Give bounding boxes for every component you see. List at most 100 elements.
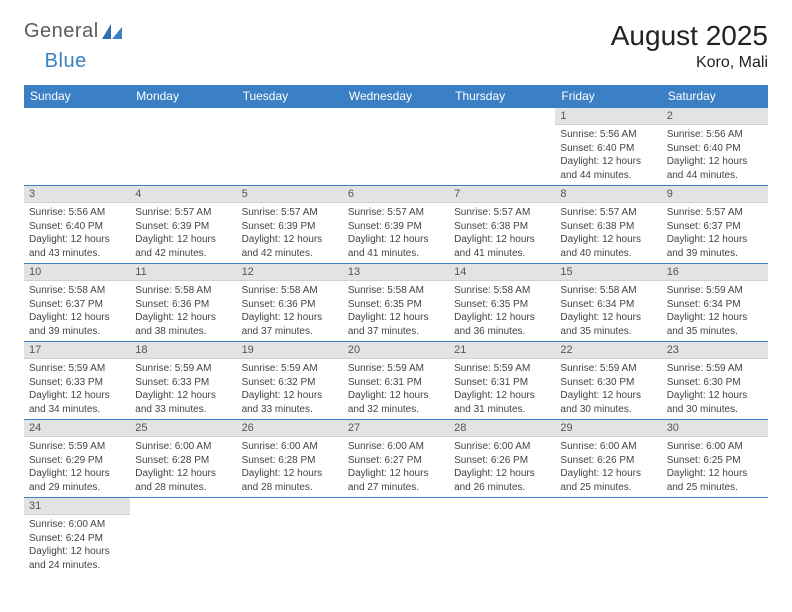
day-number: 18 <box>130 342 236 359</box>
weekday-header: Friday <box>555 85 661 108</box>
daylight-text-1: Daylight: 12 hours <box>454 467 550 481</box>
sunrise-text: Sunrise: 5:59 AM <box>29 362 125 376</box>
day-details: Sunrise: 5:59 AMSunset: 6:30 PMDaylight:… <box>555 359 661 419</box>
daylight-text-2: and 25 minutes. <box>667 481 763 495</box>
calendar-cell <box>343 498 449 576</box>
daylight-text-2: and 26 minutes. <box>454 481 550 495</box>
daylight-text-1: Daylight: 12 hours <box>135 389 231 403</box>
sunrise-text: Sunrise: 6:00 AM <box>242 440 338 454</box>
daylight-text-2: and 31 minutes. <box>454 403 550 417</box>
sunrise-text: Sunrise: 5:58 AM <box>135 284 231 298</box>
weekday-header: Wednesday <box>343 85 449 108</box>
day-details: Sunrise: 5:59 AMSunset: 6:33 PMDaylight:… <box>130 359 236 419</box>
sunset-text: Sunset: 6:30 PM <box>560 376 656 390</box>
calendar-cell <box>449 108 555 186</box>
sunset-text: Sunset: 6:39 PM <box>348 220 444 234</box>
day-number: 12 <box>237 264 343 281</box>
sunset-text: Sunset: 6:33 PM <box>135 376 231 390</box>
sunset-text: Sunset: 6:39 PM <box>242 220 338 234</box>
daylight-text-1: Daylight: 12 hours <box>242 389 338 403</box>
location: Koro, Mali <box>611 54 768 72</box>
calendar-week-row: 10Sunrise: 5:58 AMSunset: 6:37 PMDayligh… <box>24 264 768 342</box>
day-number: 6 <box>343 186 449 203</box>
weekday-header: Sunday <box>24 85 130 108</box>
daylight-text-1: Daylight: 12 hours <box>667 155 763 169</box>
daylight-text-1: Daylight: 12 hours <box>135 233 231 247</box>
calendar-week-row: 3Sunrise: 5:56 AMSunset: 6:40 PMDaylight… <box>24 186 768 264</box>
daylight-text-1: Daylight: 12 hours <box>348 467 444 481</box>
daylight-text-2: and 32 minutes. <box>348 403 444 417</box>
sunset-text: Sunset: 6:33 PM <box>29 376 125 390</box>
day-details: Sunrise: 5:57 AMSunset: 6:39 PMDaylight:… <box>343 203 449 263</box>
day-details: Sunrise: 5:56 AMSunset: 6:40 PMDaylight:… <box>24 203 130 263</box>
calendar-cell: 9Sunrise: 5:57 AMSunset: 6:37 PMDaylight… <box>662 186 768 264</box>
day-details: Sunrise: 5:59 AMSunset: 6:32 PMDaylight:… <box>237 359 343 419</box>
weekday-header: Monday <box>130 85 236 108</box>
daylight-text-2: and 28 minutes. <box>135 481 231 495</box>
calendar-cell: 22Sunrise: 5:59 AMSunset: 6:30 PMDayligh… <box>555 342 661 420</box>
daylight-text-1: Daylight: 12 hours <box>29 389 125 403</box>
daylight-text-2: and 30 minutes. <box>667 403 763 417</box>
calendar-cell: 18Sunrise: 5:59 AMSunset: 6:33 PMDayligh… <box>130 342 236 420</box>
calendar-cell <box>555 498 661 576</box>
day-details: Sunrise: 6:00 AMSunset: 6:25 PMDaylight:… <box>662 437 768 497</box>
day-details: Sunrise: 5:59 AMSunset: 6:31 PMDaylight:… <box>449 359 555 419</box>
sunrise-text: Sunrise: 5:59 AM <box>667 284 763 298</box>
calendar-table: Sunday Monday Tuesday Wednesday Thursday… <box>24 85 768 576</box>
day-details: Sunrise: 6:00 AMSunset: 6:28 PMDaylight:… <box>237 437 343 497</box>
calendar-cell <box>343 108 449 186</box>
calendar-cell: 26Sunrise: 6:00 AMSunset: 6:28 PMDayligh… <box>237 420 343 498</box>
sunrise-text: Sunrise: 5:57 AM <box>454 206 550 220</box>
daylight-text-1: Daylight: 12 hours <box>454 311 550 325</box>
daylight-text-1: Daylight: 12 hours <box>29 233 125 247</box>
day-number: 8 <box>555 186 661 203</box>
calendar-week-row: 31Sunrise: 6:00 AMSunset: 6:24 PMDayligh… <box>24 498 768 576</box>
daylight-text-2: and 44 minutes. <box>560 169 656 183</box>
calendar-cell: 15Sunrise: 5:58 AMSunset: 6:34 PMDayligh… <box>555 264 661 342</box>
day-details: Sunrise: 5:58 AMSunset: 6:34 PMDaylight:… <box>555 281 661 341</box>
sunrise-text: Sunrise: 6:00 AM <box>348 440 444 454</box>
daylight-text-2: and 39 minutes. <box>667 247 763 261</box>
daylight-text-1: Daylight: 12 hours <box>242 467 338 481</box>
day-details: Sunrise: 5:57 AMSunset: 6:37 PMDaylight:… <box>662 203 768 263</box>
daylight-text-1: Daylight: 12 hours <box>454 233 550 247</box>
day-details: Sunrise: 6:00 AMSunset: 6:28 PMDaylight:… <box>130 437 236 497</box>
calendar-cell: 1Sunrise: 5:56 AMSunset: 6:40 PMDaylight… <box>555 108 661 186</box>
day-details: Sunrise: 5:58 AMSunset: 6:36 PMDaylight:… <box>130 281 236 341</box>
day-number: 25 <box>130 420 236 437</box>
sunset-text: Sunset: 6:34 PM <box>560 298 656 312</box>
calendar-cell: 14Sunrise: 5:58 AMSunset: 6:35 PMDayligh… <box>449 264 555 342</box>
sunset-text: Sunset: 6:28 PM <box>135 454 231 468</box>
day-number: 5 <box>237 186 343 203</box>
sunrise-text: Sunrise: 5:58 AM <box>560 284 656 298</box>
sunrise-text: Sunrise: 5:59 AM <box>454 362 550 376</box>
calendar-cell: 29Sunrise: 6:00 AMSunset: 6:26 PMDayligh… <box>555 420 661 498</box>
daylight-text-1: Daylight: 12 hours <box>242 233 338 247</box>
sunset-text: Sunset: 6:37 PM <box>667 220 763 234</box>
day-details: Sunrise: 5:59 AMSunset: 6:34 PMDaylight:… <box>662 281 768 341</box>
day-number: 2 <box>662 108 768 125</box>
sunset-text: Sunset: 6:31 PM <box>348 376 444 390</box>
sunrise-text: Sunrise: 6:00 AM <box>135 440 231 454</box>
weekday-header: Thursday <box>449 85 555 108</box>
daylight-text-2: and 33 minutes. <box>242 403 338 417</box>
logo-text-blue: Blue <box>45 50 87 73</box>
daylight-text-2: and 30 minutes. <box>560 403 656 417</box>
day-number: 13 <box>343 264 449 281</box>
sunset-text: Sunset: 6:35 PM <box>348 298 444 312</box>
daylight-text-2: and 25 minutes. <box>560 481 656 495</box>
day-number: 21 <box>449 342 555 359</box>
calendar-cell: 31Sunrise: 6:00 AMSunset: 6:24 PMDayligh… <box>24 498 130 576</box>
sunrise-text: Sunrise: 5:59 AM <box>29 440 125 454</box>
sunrise-text: Sunrise: 6:00 AM <box>667 440 763 454</box>
calendar-cell: 17Sunrise: 5:59 AMSunset: 6:33 PMDayligh… <box>24 342 130 420</box>
calendar-cell: 28Sunrise: 6:00 AMSunset: 6:26 PMDayligh… <box>449 420 555 498</box>
daylight-text-1: Daylight: 12 hours <box>560 233 656 247</box>
daylight-text-1: Daylight: 12 hours <box>667 233 763 247</box>
sunset-text: Sunset: 6:40 PM <box>560 142 656 156</box>
daylight-text-2: and 43 minutes. <box>29 247 125 261</box>
calendar-week-row: 24Sunrise: 5:59 AMSunset: 6:29 PMDayligh… <box>24 420 768 498</box>
calendar-cell <box>449 498 555 576</box>
daylight-text-1: Daylight: 12 hours <box>560 155 656 169</box>
day-details: Sunrise: 6:00 AMSunset: 6:24 PMDaylight:… <box>24 515 130 575</box>
